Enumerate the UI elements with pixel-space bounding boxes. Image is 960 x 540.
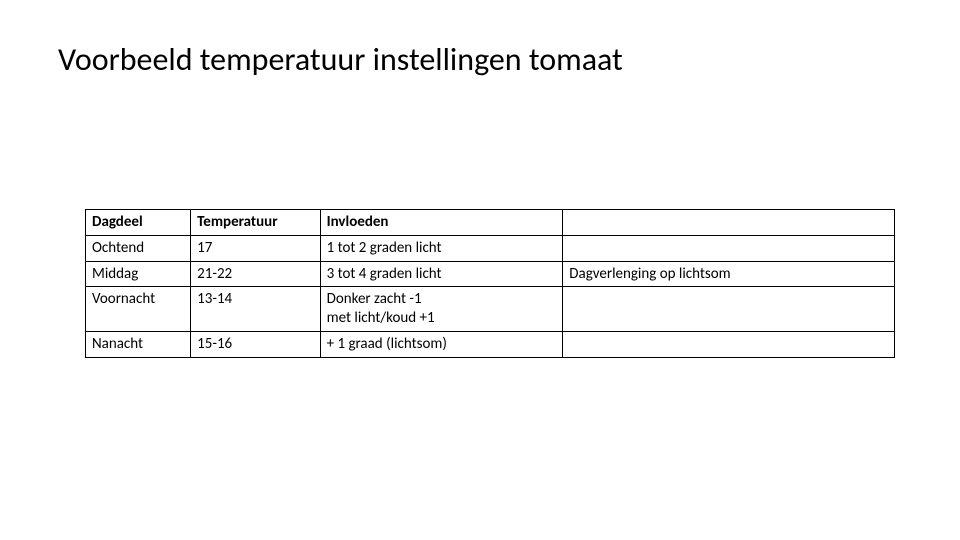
cell-extra (563, 287, 895, 332)
table-container: Dagdeel Temperatuur Invloeden Ochtend 17… (0, 79, 960, 358)
col-header-extra (563, 210, 895, 236)
slide-title: Voorbeeld temperatuur instellingen tomaa… (0, 0, 960, 79)
col-header-dagdeel: Dagdeel (86, 210, 191, 236)
cell-dagdeel: Middag (86, 261, 191, 287)
table-row: Middag 21-22 3 tot 4 graden licht Dagver… (86, 261, 895, 287)
table-row: Ochtend 17 1 tot 2 graden licht (86, 235, 895, 261)
cell-invloeden: 1 tot 2 graden licht (320, 235, 563, 261)
temperature-table: Dagdeel Temperatuur Invloeden Ochtend 17… (85, 209, 895, 358)
cell-invloeden: 3 tot 4 graden licht (320, 261, 563, 287)
cell-temperatuur: 17 (191, 235, 320, 261)
cell-temperatuur: 15-16 (191, 331, 320, 357)
table-row: Nanacht 15-16 + 1 graad (lichtsom) (86, 331, 895, 357)
cell-invloeden: + 1 graad (lichtsom) (320, 331, 563, 357)
cell-temperatuur: 13-14 (191, 287, 320, 332)
cell-dagdeel: Voornacht (86, 287, 191, 332)
table-header-row: Dagdeel Temperatuur Invloeden (86, 210, 895, 236)
cell-temperatuur: 21-22 (191, 261, 320, 287)
cell-invloeden: Donker zacht -1met licht/koud +1 (320, 287, 563, 332)
cell-extra (563, 331, 895, 357)
col-header-temperatuur: Temperatuur (191, 210, 320, 236)
cell-extra: Dagverlenging op lichtsom (563, 261, 895, 287)
cell-dagdeel: Ochtend (86, 235, 191, 261)
table-row: Voornacht 13-14 Donker zacht -1met licht… (86, 287, 895, 332)
cell-extra (563, 235, 895, 261)
col-header-invloeden: Invloeden (320, 210, 563, 236)
cell-dagdeel: Nanacht (86, 331, 191, 357)
